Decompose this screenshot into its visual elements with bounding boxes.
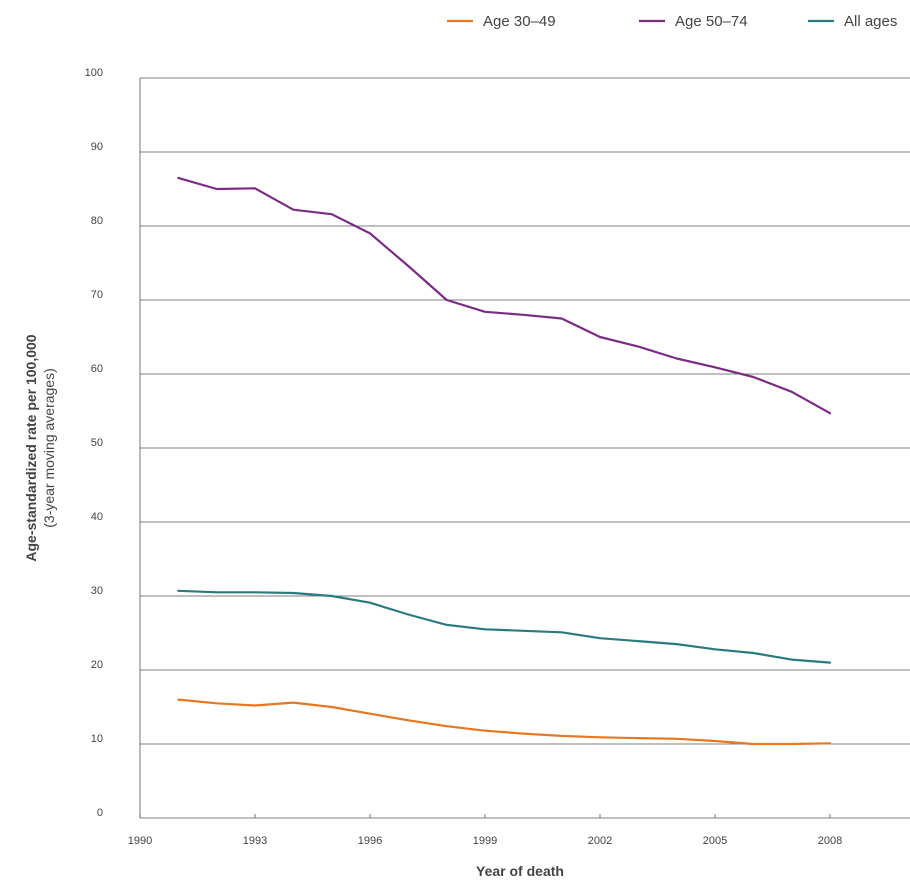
- series-line-2: [177, 589, 832, 664]
- y-tick-label-90: 90: [91, 141, 103, 153]
- y-tick-label-100: 100: [85, 67, 103, 79]
- y-axis-subtitle: (3-year moving averages): [41, 368, 57, 528]
- x-tick-label-1999: 1999: [473, 835, 497, 847]
- x-tick-labels: 1990 1993 1996 1999 2002 2005 2008: [128, 835, 842, 847]
- x-tick-label-2005: 2005: [703, 835, 727, 847]
- y-axis-title-group: Age-standardized rate per 100,000 (3-yea…: [23, 334, 57, 561]
- y-tick-label-40: 40: [91, 511, 103, 523]
- x-tick-label-1996: 1996: [358, 835, 382, 847]
- y-tick-label-60: 60: [91, 363, 103, 375]
- x-tick-label-2008: 2008: [818, 835, 842, 847]
- x-axis-title: Year of death: [476, 863, 564, 879]
- gridlines: [140, 77, 910, 745]
- x-tick-label-2002: 2002: [588, 835, 612, 847]
- series-line-1: [177, 176, 832, 415]
- series-line-0: [177, 698, 832, 746]
- x-tick-label-1990: 1990: [128, 835, 152, 847]
- legend-label-1: Age 50–74: [675, 13, 748, 30]
- series-lines: [177, 176, 832, 746]
- legend-label-0: Age 30–49: [483, 13, 556, 30]
- axes: [139, 78, 910, 819]
- y-tick-label-20: 20: [91, 659, 103, 671]
- x-tick-label-1993: 1993: [243, 835, 267, 847]
- legend-label-2: All ages: [844, 13, 897, 30]
- y-axis-title: Age-standardized rate per 100,000: [23, 334, 39, 561]
- y-tick-label-50: 50: [91, 437, 103, 449]
- y-tick-label-10: 10: [91, 733, 103, 745]
- y-tick-label-70: 70: [91, 289, 103, 301]
- y-tick-label-0: 0: [97, 807, 103, 819]
- y-tick-label-30: 30: [91, 585, 103, 597]
- y-tick-labels: 0 10 20 30 40 50 60 70 80 90 100: [85, 67, 103, 819]
- y-tick-label-80: 80: [91, 215, 103, 227]
- legend: Age 30–49 Age 50–74 All ages: [447, 13, 897, 30]
